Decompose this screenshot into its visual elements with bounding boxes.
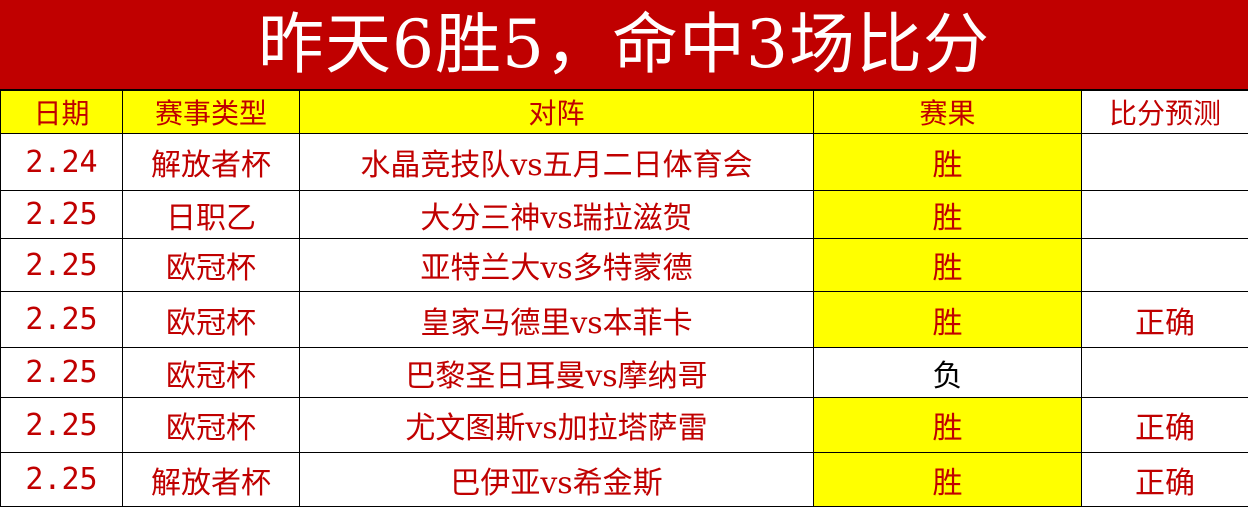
prediction-cell [1082,191,1248,239]
prediction-cell [1082,134,1248,191]
header-league: 赛事类型 [123,91,300,134]
date-cell: 2.25 [1,453,123,507]
result-cell: 胜 [814,292,1082,348]
result-cell: 胜 [814,191,1082,239]
header-match: 对阵 [300,91,814,134]
header-date: 日期 [1,91,123,134]
date-cell: 2.25 [1,239,123,292]
result-cell: 胜 [814,453,1082,507]
result-cell: 负 [814,348,1082,398]
match-cell: 亚特兰大vs多特蒙德 [300,239,814,292]
match-cell: 皇家马德里vs本菲卡 [300,292,814,348]
date-cell: 2.25 [1,398,123,453]
prediction-cell: 正确 [1082,292,1248,348]
date-cell: 2.25 [1,292,123,348]
result-cell: 胜 [814,398,1082,453]
date-cell: 2.24 [1,134,123,191]
result-cell: 胜 [814,239,1082,292]
league-cell: 欧冠杯 [123,398,300,453]
prediction-cell: 正确 [1082,453,1248,507]
match-cell: 巴黎圣日耳曼vs摩纳哥 [300,348,814,398]
league-cell: 欧冠杯 [123,348,300,398]
league-cell: 日职乙 [123,191,300,239]
match-cell: 大分三神vs瑞拉滋贺 [300,191,814,239]
league-cell: 欧冠杯 [123,292,300,348]
result-cell: 胜 [814,134,1082,191]
date-cell: 2.25 [1,191,123,239]
league-cell: 解放者杯 [123,134,300,191]
match-cell: 水晶竞技队vs五月二日体育会 [300,134,814,191]
header-row: 日期 赛事类型 对阵 赛果 比分预测 [1,91,1248,134]
match-cell: 巴伊亚vs希金斯 [300,453,814,507]
date-cell: 2.25 [1,348,123,398]
match-cell: 尤文图斯vs加拉塔萨雷 [300,398,814,453]
prediction-cell [1082,348,1248,398]
page-title: 昨天6胜5，命中3场比分 [0,0,1248,90]
header-prediction: 比分预测 [1082,91,1248,134]
header-result: 赛果 [814,91,1082,134]
league-cell: 解放者杯 [123,453,300,507]
prediction-cell [1082,239,1248,292]
prediction-cell: 正确 [1082,398,1248,453]
league-cell: 欧冠杯 [123,239,300,292]
